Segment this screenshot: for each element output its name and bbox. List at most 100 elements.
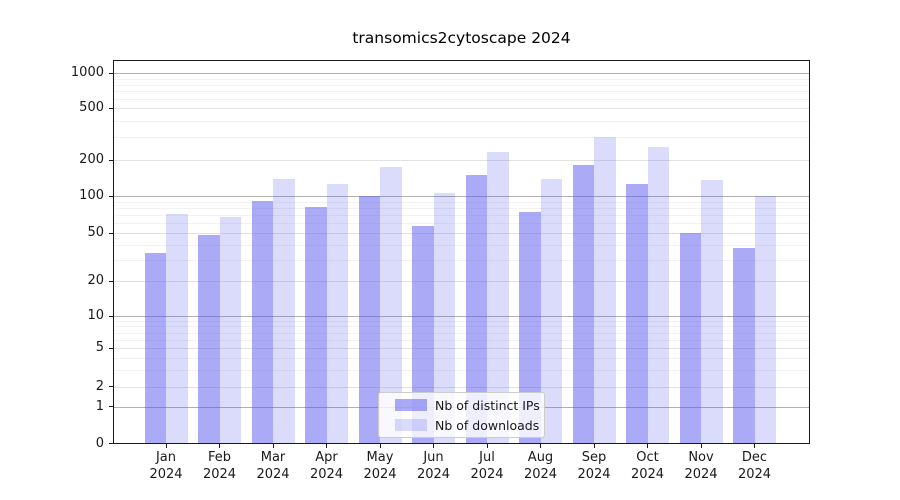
bar-distinct-ips-apr — [305, 206, 327, 443]
y-tick-100 — [109, 195, 113, 197]
x-tick-month: Jun — [423, 450, 444, 465]
bar-downloads-aug — [540, 178, 562, 443]
gridline-minor-40 — [113, 244, 810, 246]
x-tick-jun — [433, 444, 434, 448]
x-tick-label-dec: Dec 2024 — [728, 449, 782, 483]
x-tick-year: 2024 — [523, 467, 558, 482]
x-tick-month: May — [366, 450, 394, 465]
bar-downloads-jan — [166, 213, 188, 443]
bar-downloads-jun — [433, 193, 455, 443]
bar-downloads-dec — [754, 196, 776, 443]
bar-distinct-ips-oct — [626, 184, 648, 443]
x-tick-label-may: May 2024 — [353, 449, 407, 483]
bar-distinct-ips-may — [358, 196, 380, 443]
x-tick-label-nov: Nov 2024 — [674, 449, 728, 483]
bar-downloads-feb — [219, 216, 241, 443]
x-tick-year: 2024 — [630, 467, 665, 482]
bar-downloads-may — [380, 166, 402, 443]
bar-distinct-ips-feb — [198, 235, 220, 443]
y-tick-label-10: 10 — [87, 308, 104, 323]
x-tick-year: 2024 — [416, 467, 451, 482]
x-tick-apr — [326, 444, 327, 448]
y-tick-2 — [109, 386, 113, 388]
x-tick-label-mar: Mar 2024 — [246, 449, 300, 483]
bar-downloads-jul — [487, 152, 509, 443]
x-tick-mar — [272, 444, 274, 448]
y-tick-label-200: 200 — [79, 152, 104, 167]
gridline-y-10 — [113, 316, 810, 317]
bar-distinct-ips-sep — [572, 165, 594, 443]
x-tick-oct — [647, 444, 648, 448]
y-tick-label-50: 50 — [87, 225, 104, 241]
y-tick-1000 — [109, 72, 113, 74]
y-tick-5 — [109, 347, 113, 349]
bar-distinct-ips-aug — [519, 212, 541, 443]
x-tick-year: 2024 — [577, 467, 611, 482]
chart-title: transomics2cytoscape 2024 — [352, 29, 571, 47]
x-tick-month: Aug — [527, 450, 554, 465]
x-tick-month: Jul — [479, 450, 495, 465]
legend-label-downloads: Nb of downloads — [435, 417, 540, 433]
x-tick-label-jun: Jun 2024 — [407, 449, 461, 483]
gridline-minor-700 — [113, 91, 810, 93]
x-tick-label-apr: Apr 2024 — [300, 449, 354, 483]
gridline-minor-80 — [113, 208, 810, 209]
y-tick-50 — [109, 232, 113, 234]
y-tick-label-100: 100 — [79, 188, 104, 203]
x-tick-sep — [593, 444, 595, 448]
x-tick-year: 2024 — [684, 467, 718, 482]
x-tick-label-sep: Sep 2024 — [567, 449, 621, 483]
x-tick-dec — [754, 444, 755, 448]
gridline-minor-4 — [113, 357, 810, 359]
x-tick-label-aug: Aug 2024 — [514, 449, 568, 483]
y-tick-label-1000: 1000 — [70, 65, 104, 81]
gridline-minor-900 — [113, 78, 810, 80]
bar-downloads-nov — [701, 180, 723, 443]
gridline-minor-600 — [113, 99, 810, 101]
bar-distinct-ips-nov — [679, 233, 701, 443]
x-tick-jan — [165, 444, 167, 448]
gridline-minor-8 — [113, 326, 810, 328]
x-tick-may — [379, 444, 381, 448]
x-tick-month: Oct — [636, 450, 659, 465]
bar-distinct-ips-jul — [465, 174, 487, 443]
x-tick-label-oct: Oct 2024 — [621, 449, 675, 483]
gridline-y-2 — [113, 386, 810, 388]
y-tick-200 — [109, 159, 113, 161]
legend-swatch-downloads — [395, 419, 427, 431]
x-tick-month: Nov — [688, 450, 714, 465]
gridline-minor-90 — [113, 201, 810, 203]
legend-entry-downloads: Nb of downloads — [395, 417, 544, 434]
plot-area — [113, 60, 810, 444]
bar-downloads-mar — [273, 178, 295, 443]
y-tick-label-1: 1 — [95, 398, 104, 414]
x-tick-feb — [219, 444, 220, 448]
gridline-y-1000 — [113, 73, 810, 75]
legend-entry-distinct-ips: Nb of distinct IPs — [395, 397, 544, 414]
x-tick-month: Jan — [155, 450, 177, 465]
x-tick-month: Feb — [207, 450, 232, 465]
bar-downloads-oct — [647, 147, 669, 443]
gridline-y-100 — [113, 196, 810, 197]
bar-downloads-sep — [594, 137, 616, 443]
gridline-minor-70 — [113, 215, 810, 217]
legend: Nb of distinct IPs Nb of downloads — [378, 392, 545, 438]
y-tick-label-0: 0 — [95, 435, 104, 451]
y-tick-10 — [109, 315, 113, 317]
x-tick-jul — [486, 444, 488, 448]
x-tick-nov — [700, 444, 702, 448]
y-tick-500 — [109, 107, 113, 109]
legend-swatch-distinct-ips — [395, 399, 427, 411]
gridline-minor-7 — [113, 332, 810, 334]
gridline-y-200 — [113, 160, 810, 161]
x-tick-year: 2024 — [363, 467, 397, 482]
y-tick-label-5: 5 — [95, 340, 104, 356]
y-tick-1 — [109, 406, 113, 408]
x-tick-month: Dec — [741, 450, 768, 465]
x-tick-month: Sep — [581, 450, 607, 465]
x-tick-year: 2024 — [737, 467, 772, 482]
gridline-minor-30 — [113, 259, 810, 261]
gridline-minor-60 — [113, 223, 810, 225]
bar-distinct-ips-jan — [144, 253, 166, 443]
